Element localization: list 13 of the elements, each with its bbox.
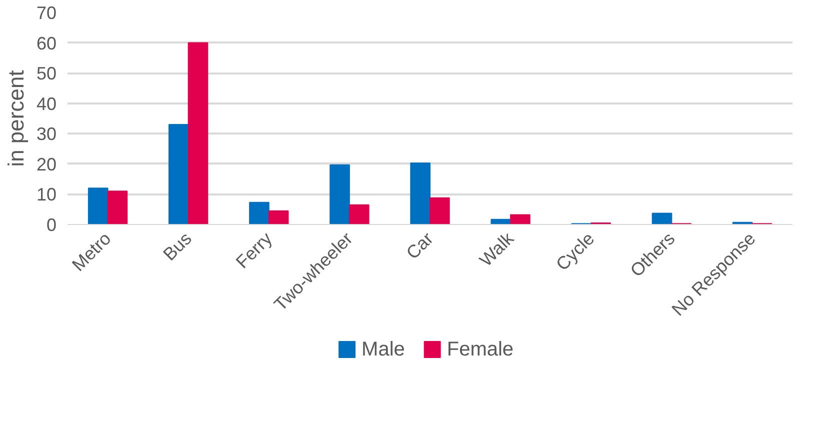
legend-label: Male (362, 338, 405, 360)
legend-label: Female (446, 338, 514, 360)
x-tick-label: Car (402, 228, 438, 264)
y-tick-label: 60 (36, 33, 57, 54)
y-axis-title: in percent (3, 70, 28, 167)
y-tick-label: 40 (36, 94, 57, 114)
y-tick-label: 20 (36, 154, 57, 174)
y-tick-label: 0 (46, 215, 57, 235)
y-tick-label: 70 (36, 3, 57, 23)
x-tick-label: Bus (159, 228, 196, 264)
y-tick-label: 10 (36, 184, 57, 205)
y-tick-label: 30 (36, 124, 57, 144)
y-tick-label: 50 (36, 64, 57, 84)
